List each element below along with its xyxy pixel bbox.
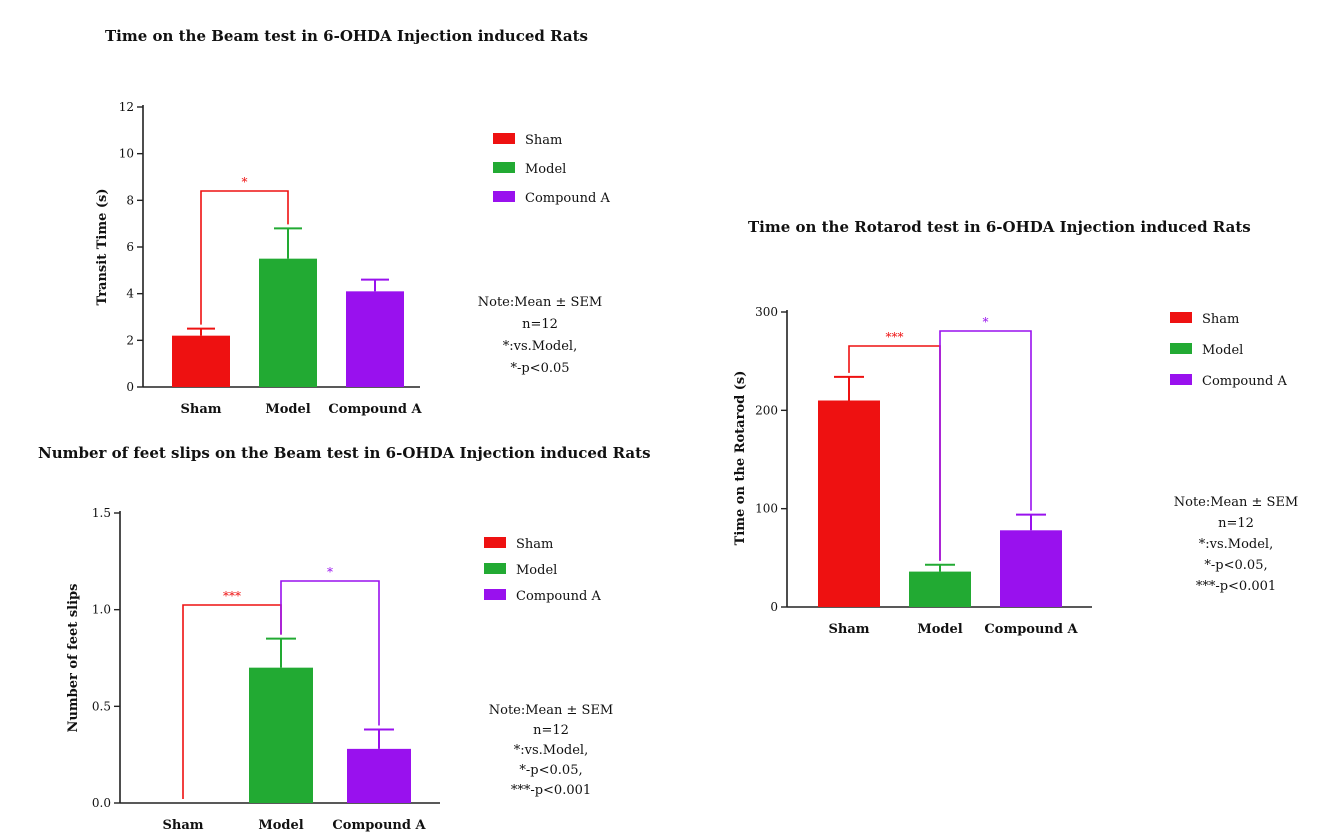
y-tick-label: 0.5: [92, 699, 111, 713]
significance-label: ***: [223, 589, 241, 603]
legend-swatch: [493, 191, 515, 202]
x-category-label: Model: [265, 402, 310, 417]
legend-swatch: [493, 133, 515, 144]
legend-swatch: [1170, 343, 1192, 354]
legend-label: Compound A: [525, 191, 610, 206]
legend-label: Model: [1202, 343, 1243, 358]
bar-compound-a: [1000, 530, 1062, 607]
note-line: n=12: [1218, 516, 1254, 531]
chart-title: Time on the Rotarod test in 6-OHDA Injec…: [748, 218, 1251, 236]
x-category-label: Sham: [828, 622, 869, 637]
note-line: Note:Mean ± SEM: [1174, 495, 1299, 510]
note-line: ***-p<0.001: [511, 783, 591, 798]
bar-model: [909, 571, 971, 607]
note-line: *-p<0.05: [510, 361, 569, 376]
legend-label: Sham: [1202, 312, 1239, 327]
y-tick-label: 0: [126, 380, 134, 394]
x-category-label: Sham: [162, 818, 203, 833]
y-tick-label: 200: [755, 403, 778, 417]
legend-swatch: [484, 589, 506, 600]
y-tick-label: 6: [126, 240, 134, 254]
bar-compound-a: [347, 748, 411, 803]
legend: Sham Model Compound A: [1170, 312, 1287, 389]
bar-model: [249, 667, 313, 803]
plot-area: 0 2 4 6 8 10 12 Sham Model Compound A *: [119, 100, 423, 417]
x-category-label: Model: [917, 622, 962, 637]
y-tick-label: 12: [119, 100, 134, 114]
stats-note: Note:Mean ± SEM n=12 *:vs.Model, *-p<0.05, *…: [489, 703, 614, 798]
bar-compound-a: [346, 291, 404, 387]
legend-label: Model: [525, 162, 566, 177]
chart-title: Time on the Beam test in 6-OHDA Injectio…: [105, 27, 588, 45]
x-category-label: Model: [258, 818, 303, 833]
note-line: *-p<0.05,: [1204, 558, 1267, 573]
legend: Sham Model Compound A: [484, 537, 601, 604]
bar-sham: [172, 335, 230, 387]
note-line: n=12: [522, 317, 558, 332]
note-line: n=12: [533, 723, 569, 738]
y-tick-label: 0.0: [92, 796, 111, 810]
y-tick-label: 4: [126, 287, 134, 301]
y-tick-label: 0: [770, 600, 778, 614]
significance-label: ***: [886, 330, 904, 344]
note-line: Note:Mean ± SEM: [489, 703, 614, 718]
note-line: Note:Mean ± SEM: [478, 295, 603, 310]
chart-title: Number of feet slips on the Beam test in…: [38, 444, 651, 462]
legend-label: Model: [516, 563, 557, 578]
legend-swatch: [484, 563, 506, 574]
y-tick-label: 1.0: [92, 603, 111, 617]
y-tick-label: 10: [119, 147, 134, 161]
note-line: *:vs.Model,: [514, 743, 588, 758]
y-tick-label: 100: [755, 502, 778, 516]
y-tick-label: 300: [755, 305, 778, 319]
stats-note: Note:Mean ± SEM n=12 *:vs.Model, *-p<0.05, *…: [1174, 495, 1299, 594]
significance-label: *: [327, 565, 333, 579]
significance-bracket: [280, 580, 380, 726]
significance-bracket: [200, 190, 289, 325]
legend-swatch: [493, 162, 515, 173]
y-tick-label: 2: [126, 333, 134, 347]
x-category-label: Compound A: [984, 622, 1078, 637]
legend-swatch: [1170, 312, 1192, 323]
y-axis-label: Time on the Rotarod (s): [733, 371, 748, 546]
panel-feet-slips: Number of feet slips on the Beam test in…: [38, 444, 651, 833]
significance-label: *: [242, 175, 248, 189]
note-line: *:vs.Model,: [503, 339, 577, 354]
y-axis-label: Number of feet slips: [66, 584, 81, 733]
significance-label: *: [983, 315, 989, 329]
legend-label: Compound A: [516, 589, 601, 604]
y-tick-label: 1.5: [92, 506, 111, 520]
panel-beam-time: Time on the Beam test in 6-OHDA Injectio…: [95, 27, 610, 417]
bar-model: [259, 258, 317, 387]
legend-label: Compound A: [1202, 374, 1287, 389]
legend-label: Sham: [525, 133, 562, 148]
note-line: *:vs.Model,: [1199, 537, 1273, 552]
y-axis-label: Transit Time (s): [95, 188, 110, 305]
panel-rotarod: Time on the Rotarod test in 6-OHDA Injec…: [733, 218, 1298, 637]
y-tick-label: 8: [126, 193, 134, 207]
x-category-label: Sham: [180, 402, 221, 417]
legend: Sham Model Compound A: [493, 133, 610, 206]
note-line: *-p<0.05,: [519, 763, 582, 778]
stats-note: Note:Mean ± SEM n=12 *:vs.Model, *-p<0.05: [478, 295, 603, 376]
legend-label: Sham: [516, 537, 553, 552]
x-category-label: Compound A: [328, 402, 422, 417]
legend-swatch: [1170, 374, 1192, 385]
significance-bracket: [939, 330, 1032, 561]
bar-sham: [818, 400, 880, 607]
note-line: ***-p<0.001: [1196, 579, 1276, 594]
legend-swatch: [484, 537, 506, 548]
x-category-label: Compound A: [332, 818, 426, 833]
